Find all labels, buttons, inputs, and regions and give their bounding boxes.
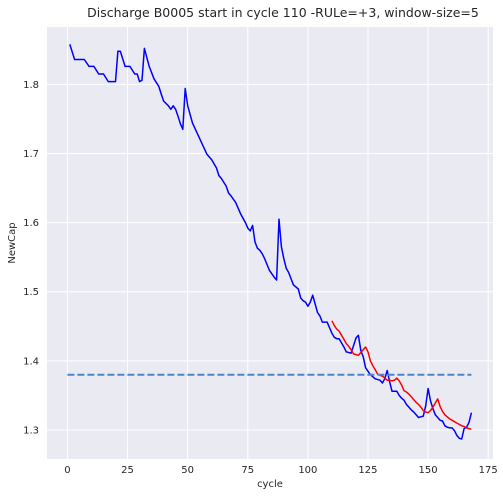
series-group xyxy=(67,44,473,440)
y-tick-label: 1.4 xyxy=(23,356,39,367)
grid xyxy=(47,27,493,459)
y-tick-label: 1.6 xyxy=(23,218,39,229)
x-tick-label: 25 xyxy=(121,465,134,476)
x-tick-label: 100 xyxy=(298,465,317,476)
y-tick-label: 1.8 xyxy=(23,80,39,91)
x-tick-label: 150 xyxy=(419,465,438,476)
x-tick-label: 125 xyxy=(358,465,377,476)
x-tick-label: 75 xyxy=(241,465,254,476)
plot-area xyxy=(47,27,493,459)
x-axis-ticks: 0 25 50 75 100 125 150 175 xyxy=(64,465,497,476)
y-axis-ticks: 1.3 1.4 1.5 1.6 1.7 1.8 xyxy=(23,80,39,437)
x-tick-label: 50 xyxy=(181,465,194,476)
series-line-2 xyxy=(331,320,472,431)
series-line-1 xyxy=(69,44,473,440)
y-tick-label: 1.5 xyxy=(23,287,39,298)
y-axis-label: NewCap xyxy=(7,222,18,263)
x-tick-label: 0 xyxy=(64,465,70,476)
x-tick-label: 175 xyxy=(479,465,498,476)
y-tick-label: 1.3 xyxy=(23,425,39,436)
y-tick-label: 1.7 xyxy=(23,149,39,160)
chart-title: Discharge B0005 start in cycle 110 -RULe… xyxy=(87,5,479,20)
x-axis-label: cycle xyxy=(257,479,283,490)
